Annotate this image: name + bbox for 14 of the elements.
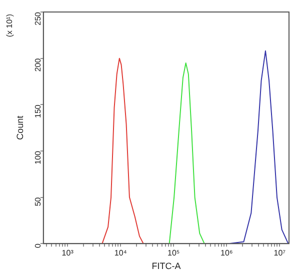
y-tick-label: 50: [34, 196, 43, 206]
y-tick-label: 100: [34, 150, 43, 164]
x-tick-label: 10⁶: [220, 248, 233, 258]
y-tick-label: 150: [34, 104, 43, 118]
x-axis-title: FITC-A: [152, 261, 181, 272]
text: (x 10¹): [5, 14, 14, 38]
y-tick-label: 0: [34, 243, 43, 248]
x-tick-label: 10³: [62, 248, 74, 258]
y-tick-label: 200: [34, 58, 43, 72]
x-tick-label: 10⁵: [168, 248, 180, 258]
x-tick-label: 10⁴: [114, 248, 128, 258]
y-axis-title: Count: [14, 115, 25, 140]
x-tick-label: 10⁷: [274, 248, 286, 258]
y-tick-label: 250: [34, 11, 43, 26]
